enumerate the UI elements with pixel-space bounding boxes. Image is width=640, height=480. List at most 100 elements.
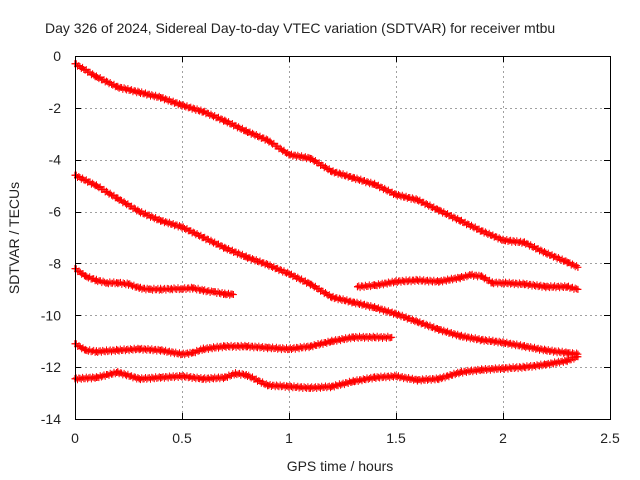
data-point [371, 333, 379, 341]
data-point [520, 342, 528, 350]
data-point [285, 270, 293, 278]
series-track-2 [71, 171, 582, 359]
data-point [542, 361, 550, 369]
data-point [520, 280, 528, 288]
data-point [82, 346, 90, 354]
data-point [242, 371, 250, 379]
data-point [306, 154, 314, 162]
data-point [349, 377, 357, 385]
data-point [520, 239, 528, 247]
data-point [349, 333, 357, 341]
data-point [563, 349, 571, 357]
data-point [82, 272, 90, 280]
data-point [135, 345, 143, 353]
data-point [92, 374, 100, 382]
data-point [435, 326, 443, 334]
data-point [157, 285, 165, 293]
data-point [392, 310, 400, 318]
data-point [392, 278, 400, 286]
data-point [563, 357, 571, 365]
y-tick-label: -8 [49, 255, 62, 271]
data-point [349, 174, 357, 182]
data-point [199, 287, 207, 295]
data-point [178, 223, 186, 231]
data-point [488, 279, 496, 287]
x-tick-label: 2 [499, 430, 507, 446]
series-track-6 [71, 353, 582, 392]
data-point [221, 290, 229, 298]
data-point [435, 206, 443, 214]
data-point [456, 274, 464, 282]
y-tick-label: -10 [41, 307, 61, 323]
data-point [135, 88, 143, 96]
data-point [542, 249, 550, 257]
data-point [499, 364, 507, 372]
data-point [221, 244, 229, 252]
data-point [499, 339, 507, 347]
data-point [264, 136, 272, 144]
data-point [221, 117, 229, 125]
data-point [92, 276, 100, 284]
data-point [435, 278, 443, 286]
data-point [574, 353, 582, 361]
data-point [103, 279, 111, 287]
x-tick-label: 2.5 [600, 430, 620, 446]
data-point [114, 279, 122, 287]
y-tick-label: -14 [41, 411, 61, 427]
y-tick-label: -2 [49, 100, 62, 116]
data-point [371, 180, 379, 188]
data-point [199, 375, 207, 383]
data-point [392, 191, 400, 199]
y-tick-label: -12 [41, 359, 61, 375]
data-point [242, 127, 250, 135]
data-point [306, 384, 314, 392]
data-point [285, 151, 293, 159]
data-point [328, 337, 336, 345]
data-point [199, 108, 207, 116]
data-point [574, 263, 582, 271]
chart-title: Day 326 of 2024, Sidereal Day-to-day VTE… [45, 20, 555, 36]
data-point [285, 345, 293, 353]
data-point [478, 272, 486, 280]
x-tick-label: 1.5 [386, 430, 406, 446]
data-point [574, 285, 582, 293]
x-tick-label: 0 [71, 430, 79, 446]
data-point [199, 345, 207, 353]
y-tick-label: -6 [49, 204, 62, 220]
data-point [146, 285, 154, 293]
data-point [264, 381, 272, 389]
data-point [478, 366, 486, 374]
data-point [499, 279, 507, 287]
data-point [478, 336, 486, 344]
data-point [413, 318, 421, 326]
data-point [499, 236, 507, 244]
series-track-1 [71, 60, 582, 271]
series-track-3 [71, 265, 237, 299]
data-point [520, 363, 528, 371]
data-point [413, 276, 421, 284]
data-point [210, 288, 218, 296]
data-point [125, 280, 132, 288]
data-point [221, 374, 229, 382]
x-tick-label: 0.5 [172, 430, 192, 446]
data-point [167, 285, 175, 293]
data-point [264, 261, 272, 269]
data-point [178, 285, 186, 293]
data-point [467, 271, 475, 279]
data-point [435, 375, 443, 383]
data-point [285, 383, 293, 391]
data-point [306, 280, 314, 288]
series-track-5 [71, 332, 396, 359]
data-point [328, 167, 336, 175]
data-point [157, 374, 165, 382]
data-point [563, 258, 571, 266]
data-point [242, 342, 250, 350]
data-point [221, 342, 229, 350]
y-axis-label: SDTVAR / TECUs [6, 182, 22, 294]
data-point [371, 374, 379, 382]
data-point [135, 375, 143, 383]
data-point [92, 348, 100, 356]
data-point [178, 372, 186, 380]
data-point [392, 372, 400, 380]
